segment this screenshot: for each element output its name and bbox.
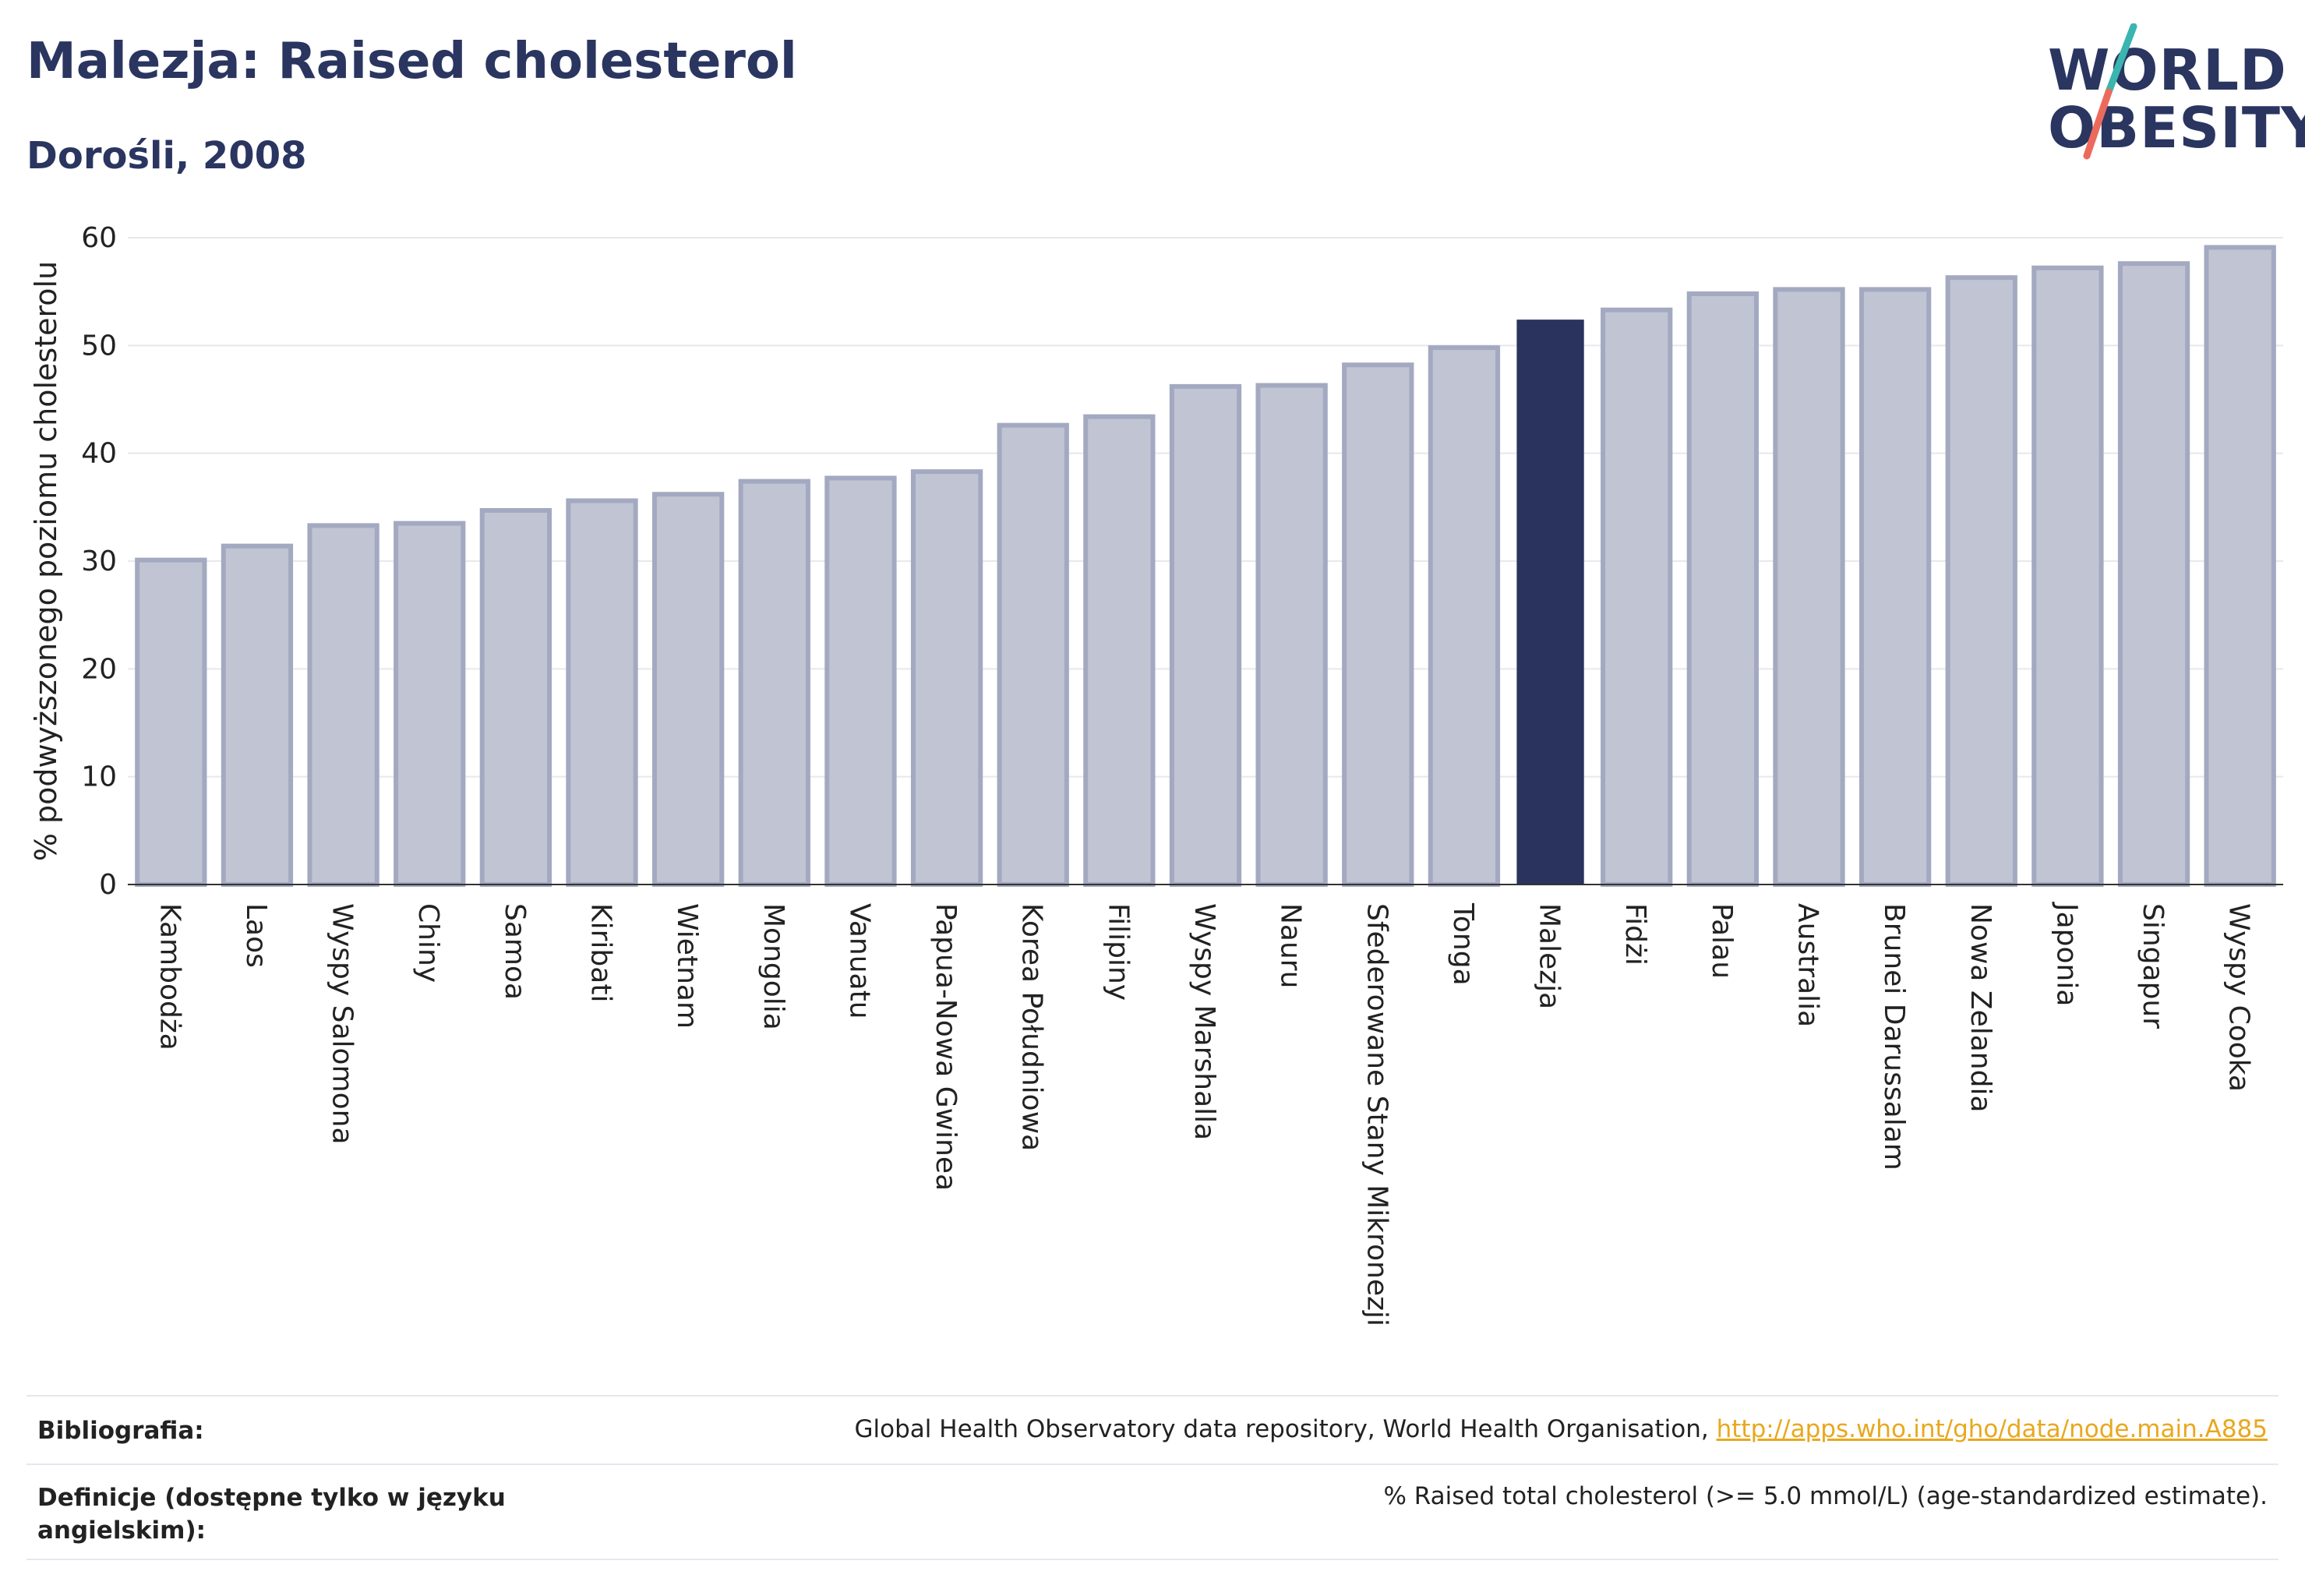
- x-tick-label: Samoa: [499, 903, 531, 1000]
- bar: [1342, 362, 1414, 887]
- x-tick-label: Japonia: [2050, 902, 2082, 1006]
- x-tick-label: Tonga: [1447, 902, 1479, 986]
- bar: [135, 557, 207, 887]
- bar: [2204, 245, 2276, 887]
- bibliography-text: Global Health Observatory data repositor…: [854, 1415, 1717, 1443]
- bars: [135, 245, 2276, 888]
- y-axis-label: % podwyższonego poziomu cholesterolu: [29, 261, 63, 861]
- y-tick-label: 30: [81, 546, 117, 577]
- bar: [824, 475, 897, 887]
- y-tick-label: 20: [81, 653, 117, 685]
- x-tick-label: Wietnam: [671, 903, 703, 1029]
- x-tick-label: Papua-Nowa Gwinea: [930, 903, 962, 1191]
- bar: [1169, 383, 1242, 887]
- bar: [1255, 383, 1328, 887]
- x-tick-label: Malezja: [1534, 903, 1565, 1009]
- footer-table: Bibliografia: Global Health Observatory …: [26, 1395, 2279, 1560]
- x-tick-label: Mongolia: [757, 903, 789, 1030]
- bar: [652, 492, 725, 887]
- x-tick-label: Palau: [1706, 903, 1738, 979]
- y-tick-labels: 0 10 20 30 40 50 60: [81, 222, 117, 901]
- x-tick-label: Australia: [1791, 903, 1823, 1027]
- bibliography-row: Bibliografia: Global Health Observatory …: [26, 1395, 2279, 1464]
- bar: [1516, 320, 1584, 885]
- x-tick-label: Sfederowane Stany Mikronezji: [1361, 903, 1393, 1326]
- world-obesity-logo: WORLD OBESITY: [2034, 23, 2305, 164]
- bar: [2031, 265, 2104, 887]
- bar: [910, 469, 983, 887]
- x-tick-label: Wyspy Salomona: [327, 903, 358, 1145]
- logo-text-line1: WORLD: [2048, 37, 2287, 103]
- y-tick-label: 60: [81, 222, 117, 254]
- bar: [1083, 414, 1156, 887]
- bar: [738, 478, 810, 887]
- definition-label: Definicje (dostępne tylko w języku angie…: [37, 1484, 506, 1545]
- bibliography-link[interactable]: http://apps.who.int/gho/data/node.main.A…: [1716, 1415, 2268, 1443]
- x-tick-label: Wyspy Marshalla: [1188, 903, 1220, 1140]
- x-tick-labels: Kambodża Laos Wyspy Salomona Chiny Samoa Kiri…: [154, 902, 2254, 1326]
- y-tick-label: 10: [81, 761, 117, 793]
- bibliography-value: Global Health Observatory data repositor…: [855, 1415, 2268, 1443]
- x-tick-label: Nauru: [1275, 903, 1307, 988]
- bar-chart: 0 10 20 30 40 50 60 Kambodża Laos Wyspy Salomona…: [29, 222, 2283, 1326]
- bar: [997, 422, 1069, 887]
- x-tick-label: Brunei Darussalam: [1878, 903, 1910, 1171]
- bar: [394, 521, 466, 887]
- bar: [1601, 307, 1673, 887]
- bar: [1858, 287, 1932, 887]
- bar: [1686, 291, 1759, 887]
- chart-subtitle: Dorośli, 2008: [26, 134, 307, 178]
- bar: [479, 507, 552, 887]
- x-tick-label: Fidżi: [1619, 903, 1651, 966]
- logo-slash-icon: [2083, 23, 2137, 160]
- bibliography-label: Bibliografia:: [37, 1417, 204, 1445]
- bar: [2117, 261, 2190, 887]
- bar: [1945, 275, 2017, 887]
- bar: [221, 543, 294, 887]
- y-tick-label: 40: [81, 438, 117, 470]
- definition-row: Definicje (dostępne tylko w języku angie…: [26, 1464, 2279, 1560]
- bar: [307, 523, 379, 887]
- x-tick-label: Laos: [240, 903, 272, 968]
- x-tick-label: Kambodża: [154, 903, 185, 1050]
- definition-value: % Raised total cholesterol (>= 5.0 mmol/…: [1383, 1482, 2268, 1510]
- bar: [1428, 345, 1501, 888]
- x-tick-label: Chiny: [412, 903, 444, 983]
- y-tick-label: 50: [81, 330, 117, 362]
- x-tick-label: Filipiny: [1102, 903, 1134, 1001]
- x-tick-label: Vanuatu: [843, 903, 875, 1019]
- x-tick-label: Korea Południowa: [1016, 903, 1048, 1151]
- bar: [1773, 287, 1845, 887]
- x-tick-label: Singapur: [2137, 903, 2169, 1029]
- x-tick-label: Nowa Zelandia: [1964, 903, 1996, 1113]
- y-tick-label: 0: [99, 869, 117, 901]
- x-tick-label: Wyspy Cooka: [2223, 903, 2255, 1092]
- bar: [566, 498, 638, 887]
- x-tick-label: Kiribati: [585, 903, 617, 1002]
- chart-title: Malezja: Raised cholesterol: [26, 33, 797, 90]
